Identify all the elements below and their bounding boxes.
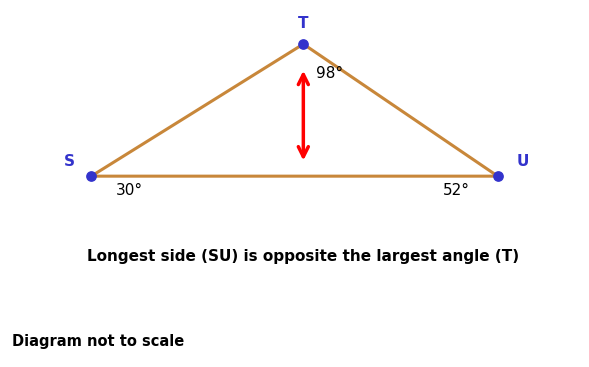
Text: Longest side (SU) is opposite the largest angle (T): Longest side (SU) is opposite the larges…: [87, 250, 519, 264]
Point: [493, 173, 502, 179]
Text: 98°: 98°: [316, 66, 343, 81]
Point: [87, 173, 96, 179]
Text: T: T: [298, 17, 309, 31]
Text: S: S: [64, 154, 74, 169]
Point: [299, 41, 308, 47]
Text: 52°: 52°: [443, 184, 470, 198]
Text: U: U: [516, 154, 529, 169]
Text: Diagram not to scale: Diagram not to scale: [12, 334, 184, 349]
Text: 30°: 30°: [116, 184, 143, 198]
